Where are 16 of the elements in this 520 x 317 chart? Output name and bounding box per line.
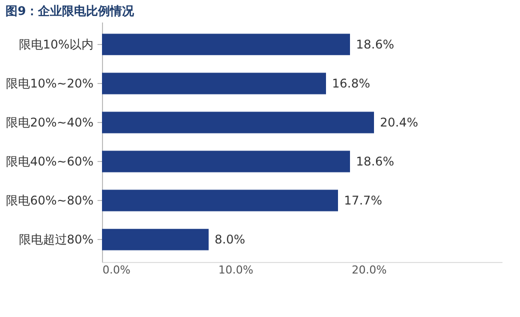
y-tick-label: 限电10%~20% [6, 76, 94, 90]
x-tick-label: 20.0% [352, 264, 387, 276]
data-label: 16.8% [332, 76, 370, 90]
data-label: 8.0% [214, 232, 246, 247]
data-label: 18.6% [356, 154, 394, 169]
data-label: 20.4% [380, 115, 418, 130]
y-tick-label: 限电超过80% [18, 232, 94, 247]
y-tick-label: 限电40%~60% [6, 154, 94, 169]
y-tick-label: 限电20%~40% [6, 115, 94, 130]
data-label: 17.7% [344, 194, 382, 208]
y-tick-label: 限电10%以内 [18, 37, 94, 52]
x-tick-label: 0.0% [102, 264, 130, 276]
data-label: 18.6% [356, 37, 394, 52]
y-tick-label: 限电60%~80% [6, 194, 94, 208]
x-tick-label: 10.0% [218, 264, 254, 276]
chart-title: 图9：企业限电比例情况 [6, 4, 135, 18]
